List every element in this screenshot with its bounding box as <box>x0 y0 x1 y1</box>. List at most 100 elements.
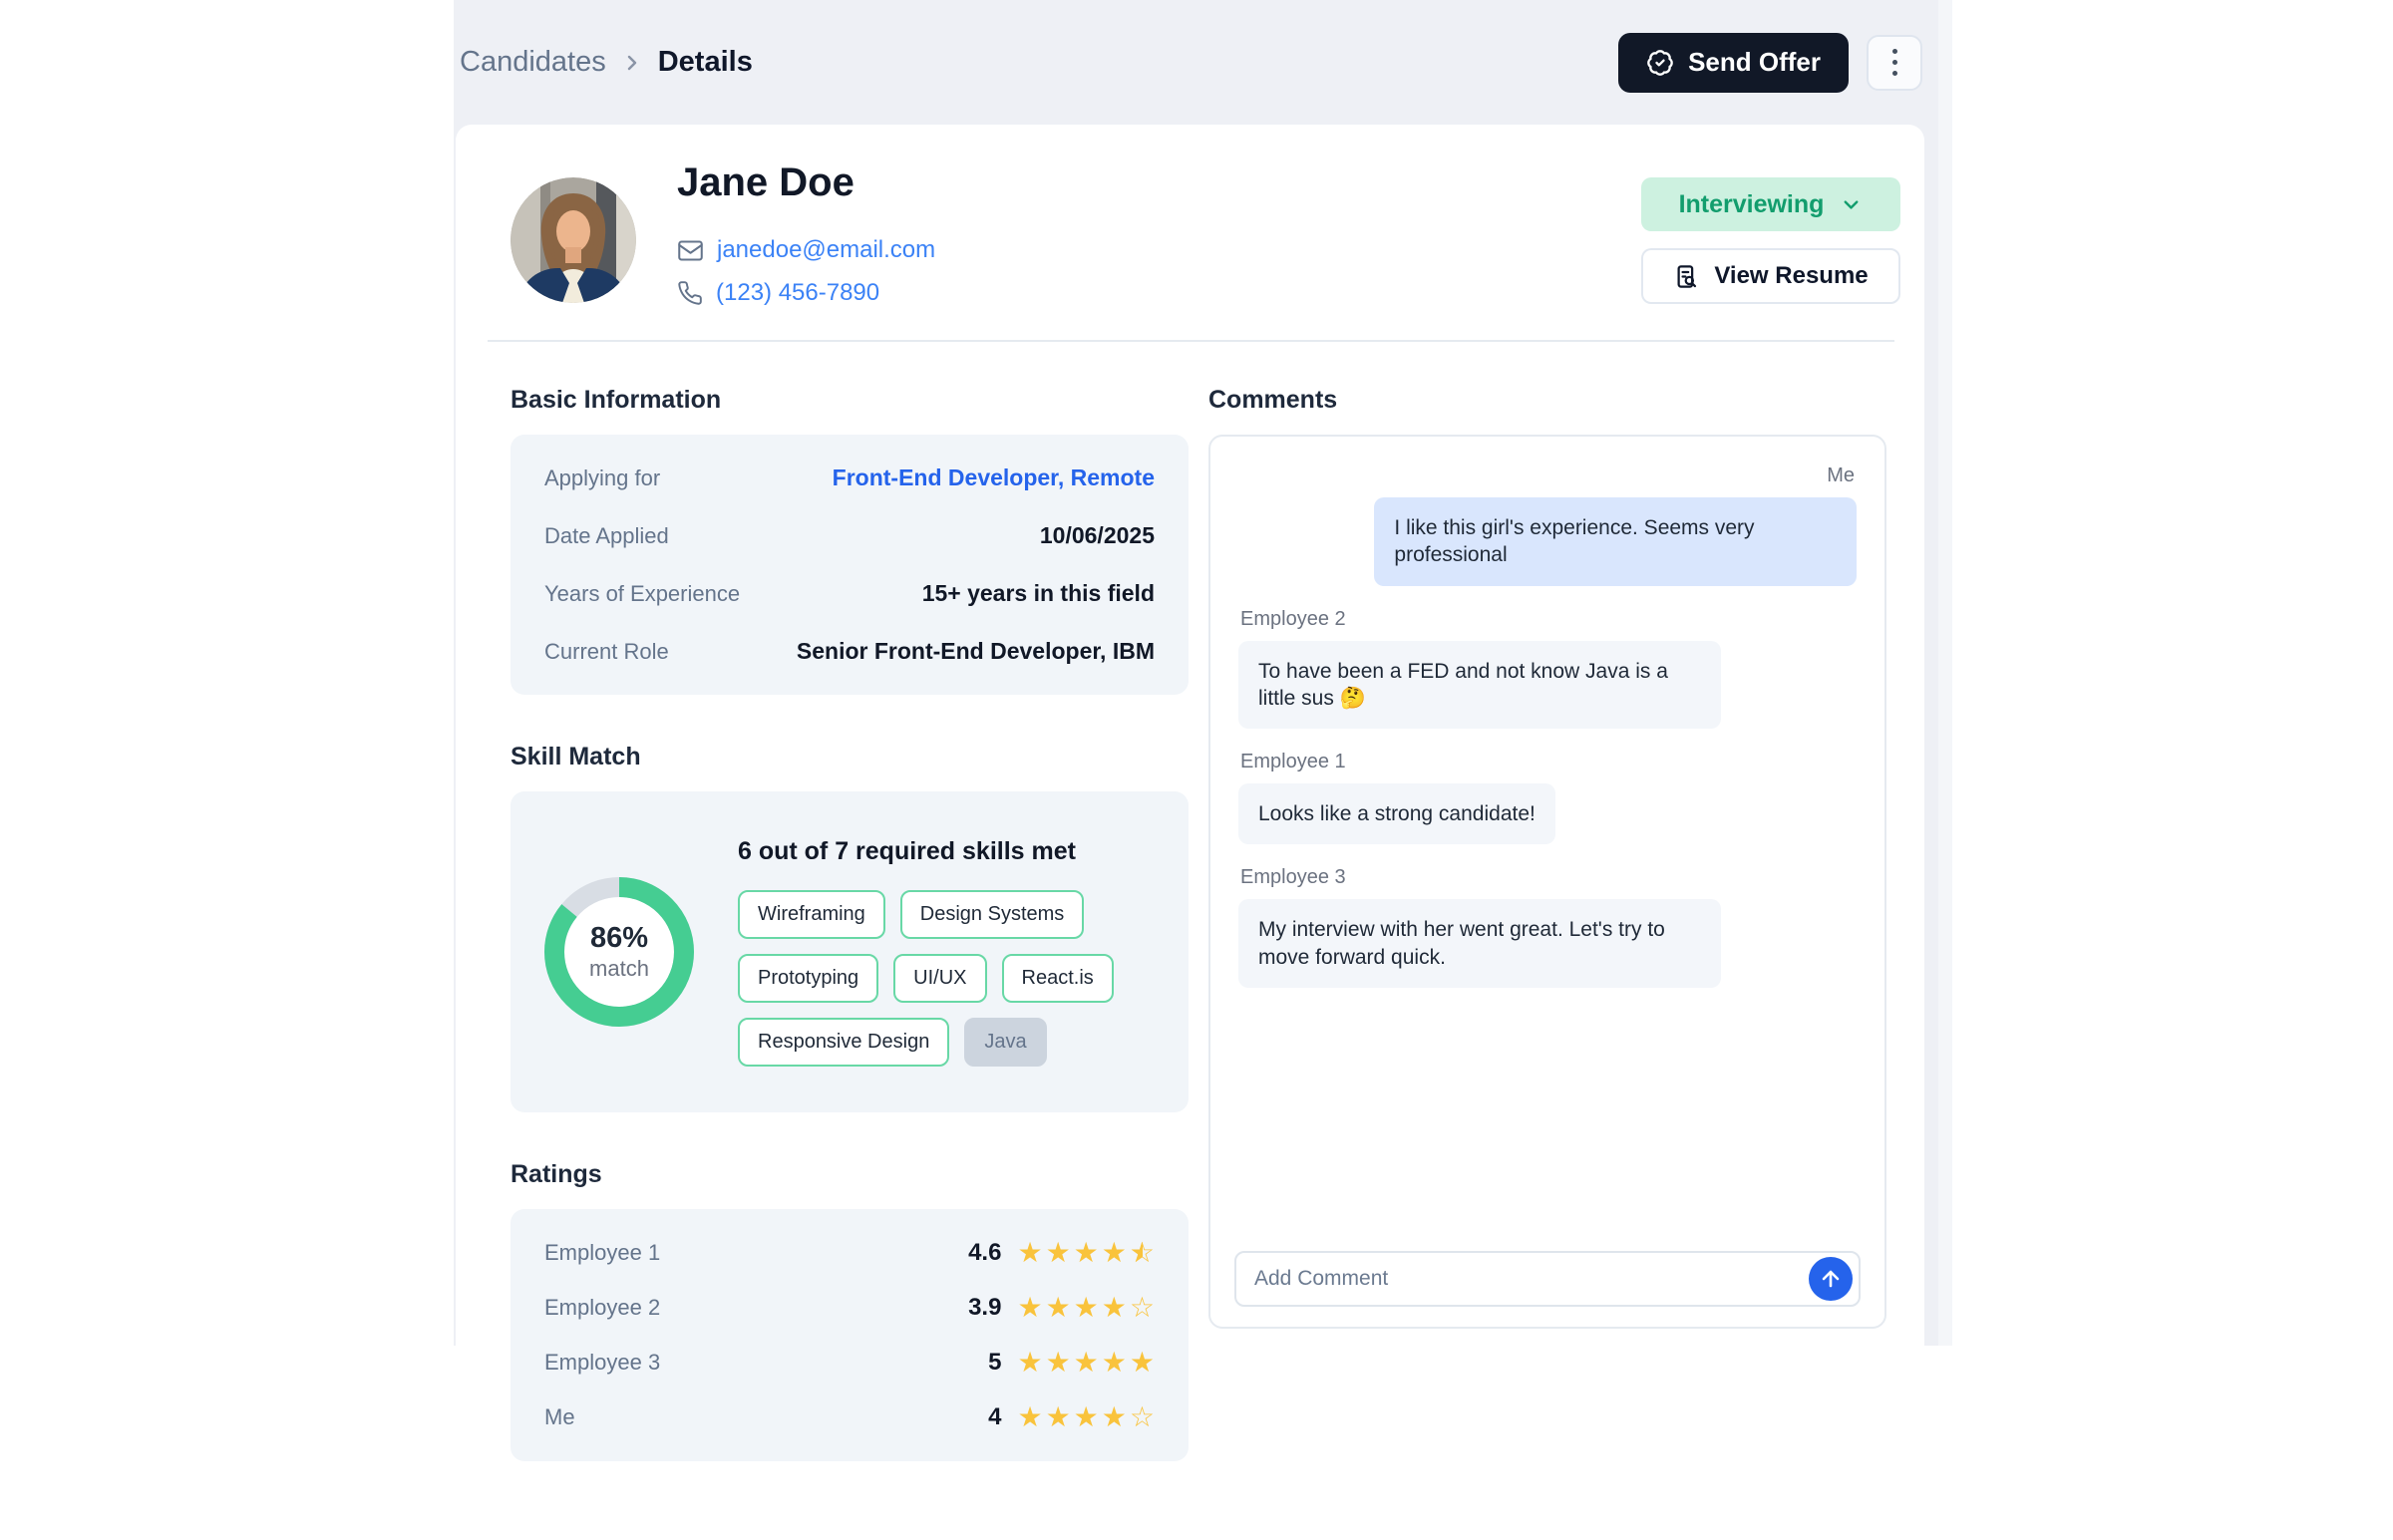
info-label: Current Role <box>544 639 669 664</box>
add-comment-field <box>1234 1251 1861 1307</box>
status-label: Interviewing <box>1678 189 1825 218</box>
comment-bubble: I like this girl's experience. Seems ver… <box>1374 497 1857 586</box>
candidate-avatar <box>511 177 636 303</box>
chevron-right-icon <box>620 51 644 75</box>
rating-name: Employee 1 <box>544 1240 661 1265</box>
full-star-icon: ★ <box>1017 1400 1043 1433</box>
mail-icon <box>677 237 704 264</box>
rating-value: 3.9 <box>968 1294 1002 1321</box>
info-row: Years of Experience 15+ years in this fie… <box>544 580 1155 607</box>
full-star-icon: ★ <box>1073 1236 1099 1269</box>
comment-author: Me <box>1827 464 1855 486</box>
send-comment-button[interactable] <box>1809 1257 1853 1301</box>
comment-message: Employee 1 Looks like a strong candidate! <box>1238 751 1857 845</box>
profile-divider <box>488 340 1894 342</box>
chevron-down-icon <box>1840 193 1863 216</box>
info-label: Date Applied <box>544 523 669 548</box>
full-star-icon: ★ <box>1017 1291 1043 1324</box>
rating-name: Employee 3 <box>544 1350 661 1375</box>
comments-list: Me I like this girl's experience. Seems v… <box>1238 464 1857 989</box>
star-rating: ★ ★ ★ ★ ★ <box>1017 1349 1155 1377</box>
comment-message: Employee 3 My interview with her went gre… <box>1238 866 1857 989</box>
breadcrumb-candidates[interactable]: Candidates <box>460 46 606 78</box>
full-star-icon: ★ <box>1073 1291 1099 1324</box>
info-label: Years of Experience <box>544 581 741 606</box>
rating-row: Employee 3 5 ★ ★ ★ ★ ★ <box>544 1349 1155 1377</box>
skill-chip-missing: Java <box>964 1018 1047 1067</box>
kebab-dot <box>1891 71 1897 76</box>
match-percent: 86% <box>589 922 649 954</box>
rating-row: Employee 1 4.6 ★ ★ ★ ★ ☆ ★ <box>544 1239 1155 1267</box>
star-rating: ★ ★ ★ ★ ☆ <box>1017 1403 1155 1431</box>
app-panel: Candidates Details Send Offer <box>454 0 1952 1540</box>
skill-chip: Wireframing <box>738 890 885 939</box>
skill-chip: React.is <box>1001 954 1114 1003</box>
full-star-icon: ★ <box>1073 1346 1099 1379</box>
match-label: match <box>589 956 649 981</box>
candidate-phone-link[interactable]: (123) 456-7890 <box>716 279 880 306</box>
comment-message: Employee 2 To have been a FED and not kno… <box>1238 608 1857 730</box>
top-bar: Candidates Details Send Offer <box>454 0 1938 125</box>
basic-info-title: Basic Information <box>511 386 722 414</box>
star-rating: ★ ★ ★ ★ ☆ <box>1017 1294 1155 1322</box>
rating-right: 5 ★ ★ ★ ★ ★ <box>988 1349 1155 1377</box>
rating-right: 3.9 ★ ★ ★ ★ ☆ <box>968 1294 1155 1322</box>
rating-name: Employee 2 <box>544 1295 661 1320</box>
full-star-icon: ★ <box>1101 1400 1127 1433</box>
info-row: Applying for Front-End Developer, Remote <box>544 464 1155 491</box>
full-star-icon: ★ <box>1101 1346 1127 1379</box>
full-star-icon: ★ <box>1045 1400 1071 1433</box>
view-resume-button[interactable]: View Resume <box>1641 248 1900 304</box>
topbar-actions: Send Offer <box>1618 32 1922 93</box>
candidate-email-link[interactable]: janedoe@email.com <box>717 236 936 263</box>
phone-icon <box>677 280 703 306</box>
add-comment-input[interactable] <box>1254 1267 1799 1291</box>
rating-row: Employee 2 3.9 ★ ★ ★ ★ ☆ <box>544 1294 1155 1322</box>
full-star-icon: ★ <box>1045 1346 1071 1379</box>
star-rating: ★ ★ ★ ★ ☆ ★ <box>1017 1239 1155 1267</box>
skill-chip: UI/UX <box>893 954 987 1003</box>
send-offer-button[interactable]: Send Offer <box>1618 32 1849 93</box>
comment-bubble: To have been a FED and not know Java is … <box>1238 640 1721 730</box>
page-scrollbar[interactable] <box>1938 0 1952 1346</box>
rating-value: 4 <box>988 1403 1002 1430</box>
applying-for-link[interactable]: Front-End Developer, Remote <box>832 464 1155 490</box>
half-star-icon: ☆ ★ <box>1129 1236 1155 1269</box>
full-star-icon: ★ <box>1129 1346 1155 1379</box>
skill-chips: Wireframing Design Systems Prototyping UI/U… <box>738 890 1155 1067</box>
send-offer-label: Send Offer <box>1688 47 1821 77</box>
full-star-icon: ★ <box>1017 1236 1043 1269</box>
rating-right: 4.6 ★ ★ ★ ★ ☆ ★ <box>968 1239 1155 1267</box>
kebab-dot <box>1891 60 1897 65</box>
rating-rows: Employee 1 4.6 ★ ★ ★ ★ ☆ ★ Employee 2 3.9 ★ ★ ★ ★ ☆ Emp… <box>544 1239 1155 1431</box>
candidate-name: Jane Doe <box>677 160 855 204</box>
comment-author: Employee 3 <box>1240 866 1346 889</box>
comment-bubble: Looks like a strong candidate! <box>1238 783 1555 845</box>
skills-met-headline: 6 out of 7 required skills met <box>738 837 1076 865</box>
comment-author: Employee 2 <box>1240 607 1346 630</box>
candidate-photo <box>511 177 636 303</box>
empty-star-icon: ☆ <box>1129 1291 1155 1324</box>
file-search-icon <box>1673 263 1700 290</box>
full-star-icon: ★ <box>1045 1236 1071 1269</box>
candidate-card: Jane Doe janedoe@email.com (123) 456-789… <box>456 125 1924 1540</box>
skill-match-title: Skill Match <box>511 743 641 770</box>
arrow-up-icon <box>1819 1267 1843 1291</box>
rating-right: 4 ★ ★ ★ ★ ☆ <box>988 1403 1155 1431</box>
rating-value: 5 <box>988 1349 1002 1376</box>
ratings-title: Ratings <box>511 1160 602 1188</box>
basic-info-rows: Applying for Front-End Developer, Remote D… <box>544 464 1155 665</box>
comments-title: Comments <box>1208 386 1338 414</box>
full-star-icon: ★ <box>1101 1291 1127 1324</box>
info-label: Applying for <box>544 465 661 490</box>
skill-chip: Design Systems <box>899 890 1085 939</box>
profile-actions: Interviewing View Resume <box>1641 177 1900 304</box>
view-resume-label: View Resume <box>1714 262 1869 289</box>
full-star-icon: ★ <box>1017 1346 1043 1379</box>
status-dropdown[interactable]: Interviewing <box>1641 177 1900 231</box>
comment-message: Me I like this girl's experience. Seems v… <box>1238 464 1857 586</box>
kebab-dot <box>1891 49 1897 54</box>
more-options-button[interactable] <box>1867 34 1922 91</box>
info-value: 15+ years in this field <box>921 580 1155 606</box>
full-star-icon: ★ <box>1101 1236 1127 1269</box>
